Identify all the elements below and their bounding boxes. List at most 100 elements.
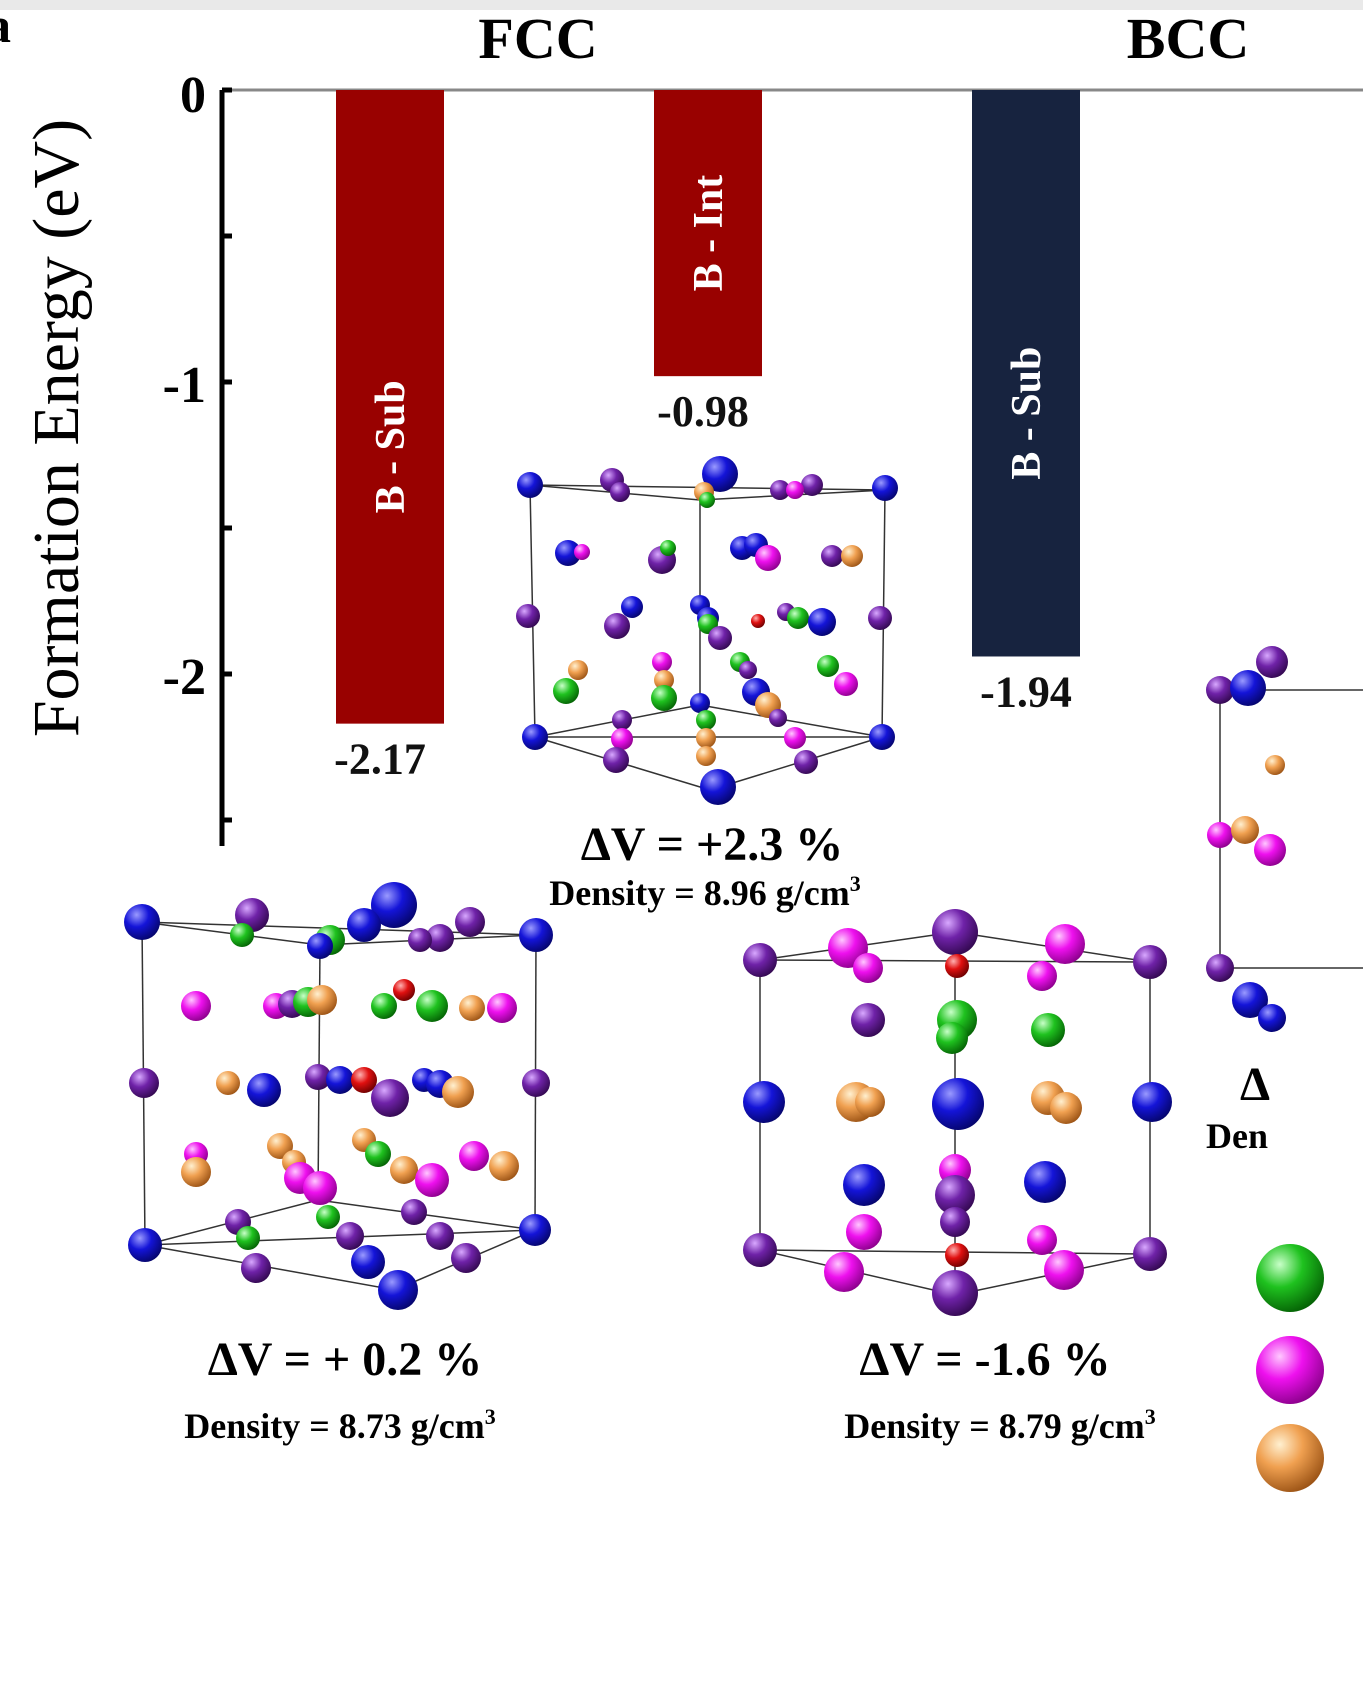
green-atom (787, 607, 809, 629)
green-atom (236, 1226, 260, 1250)
magenta-atom (834, 672, 858, 696)
orange-atom (696, 746, 716, 766)
blue-atom (247, 1073, 281, 1107)
purple-atom (336, 1222, 364, 1250)
density-partial: Den (1206, 1116, 1268, 1156)
value-label-fcc-b-sub: -2.17 (334, 735, 426, 784)
red-atom (393, 979, 415, 1001)
blue-atom (700, 769, 736, 805)
magenta-atom (181, 991, 211, 1021)
purple-atom (1206, 676, 1234, 704)
purple-atom (932, 909, 978, 955)
crystal-structure-fcc-b-sub (124, 882, 553, 1310)
green-atom (230, 923, 254, 947)
purple-atom (371, 1079, 409, 1117)
purple-atom (851, 1003, 885, 1037)
purple-atom (1256, 646, 1288, 678)
magenta-atom (755, 545, 781, 571)
crystal-structure-bcc-b-sub (743, 909, 1172, 1316)
blue-atom (743, 1081, 785, 1123)
purple-atom (868, 606, 892, 630)
cell-edge (699, 704, 883, 738)
purple-atom (940, 1207, 970, 1237)
green-atom (371, 993, 397, 1019)
blue-atom (371, 882, 417, 928)
orange-atom (1256, 1424, 1324, 1492)
bar-label-fcc-b-int: B - Int (686, 175, 732, 292)
density-fcc-b-int: Density = 8.96 g/cm3 (549, 871, 860, 913)
purple-atom (408, 928, 432, 952)
magenta-atom (1254, 834, 1286, 866)
y-axis-ticks: 0 -1 -2 (163, 67, 232, 823)
purple-atom (305, 1064, 331, 1090)
magenta-atom (1256, 1336, 1324, 1404)
green-atom (651, 685, 677, 711)
green-atom (1031, 1013, 1065, 1047)
value-label-fcc-b-int: -0.98 (657, 387, 749, 436)
blue-atom (378, 1270, 418, 1310)
orange-atom (216, 1071, 240, 1095)
magenta-atom (487, 993, 517, 1023)
y-tick-label-minus-2: -2 (163, 649, 206, 706)
blue-atom (621, 596, 643, 618)
bar-bcc-b-sub (972, 90, 1080, 657)
purple-atom (241, 1253, 271, 1283)
blue-atom (1230, 670, 1266, 706)
magenta-atom (784, 727, 806, 749)
panel-label: a (0, 0, 11, 53)
blue-atom (690, 693, 710, 713)
orange-atom (181, 1157, 211, 1187)
purple-atom (603, 747, 629, 773)
purple-atom (455, 907, 485, 937)
blue-atom (347, 908, 381, 942)
red-atom (351, 1067, 377, 1093)
magenta-atom (1207, 822, 1233, 848)
green-atom (696, 710, 716, 730)
magenta-atom (1027, 961, 1057, 991)
magenta-atom (786, 481, 804, 499)
crystal-structure-partial (1206, 646, 1363, 1032)
purple-atom (743, 1233, 777, 1267)
delta-v-bcc-b-sub: ΔV = -1.6 % (859, 1333, 1110, 1386)
green-atom (316, 1205, 340, 1229)
orange-atom (489, 1151, 519, 1181)
delta-v-partial: Δ (1240, 1058, 1270, 1111)
purple-atom (770, 480, 790, 500)
crystal-structure-fcc-b-int (516, 456, 898, 805)
purple-atom (516, 604, 540, 628)
blue-atom (1132, 1082, 1172, 1122)
blue-atom (1258, 1004, 1286, 1032)
orange-atom (267, 1133, 293, 1159)
blue-atom (519, 1214, 551, 1246)
purple-atom (708, 626, 732, 650)
atom-legend-partial (1256, 1244, 1324, 1492)
blue-atom (522, 724, 548, 750)
red-atom (751, 614, 765, 628)
delta-v-fcc-b-sub: ΔV = + 0.2 % (208, 1333, 483, 1386)
blue-atom (128, 1228, 162, 1262)
group-label-bcc: BCC (1127, 6, 1249, 71)
magenta-atom (459, 1141, 489, 1171)
magenta-atom (1045, 924, 1085, 964)
blue-atom (843, 1164, 885, 1206)
blue-atom (555, 540, 581, 566)
purple-atom (612, 710, 632, 730)
orange-atom (459, 995, 485, 1021)
purple-atom (794, 750, 818, 774)
orange-atom (1231, 816, 1259, 844)
purple-atom (739, 661, 757, 679)
purple-atom (426, 924, 454, 952)
magenta-atom (853, 953, 883, 983)
blue-atom (808, 608, 836, 636)
blue-atom (1024, 1161, 1066, 1203)
orange-atom (390, 1156, 418, 1184)
group-label-fcc: FCC (478, 6, 597, 71)
blue-atom (124, 904, 160, 940)
magenta-atom (1027, 1225, 1057, 1255)
bar-label-fcc-b-sub: B - Sub (368, 380, 414, 513)
y-tick-label-0: 0 (180, 67, 206, 124)
magenta-atom (574, 544, 590, 560)
bars (336, 90, 1080, 724)
y-axis-title: Formation Energy (eV) (20, 119, 93, 737)
